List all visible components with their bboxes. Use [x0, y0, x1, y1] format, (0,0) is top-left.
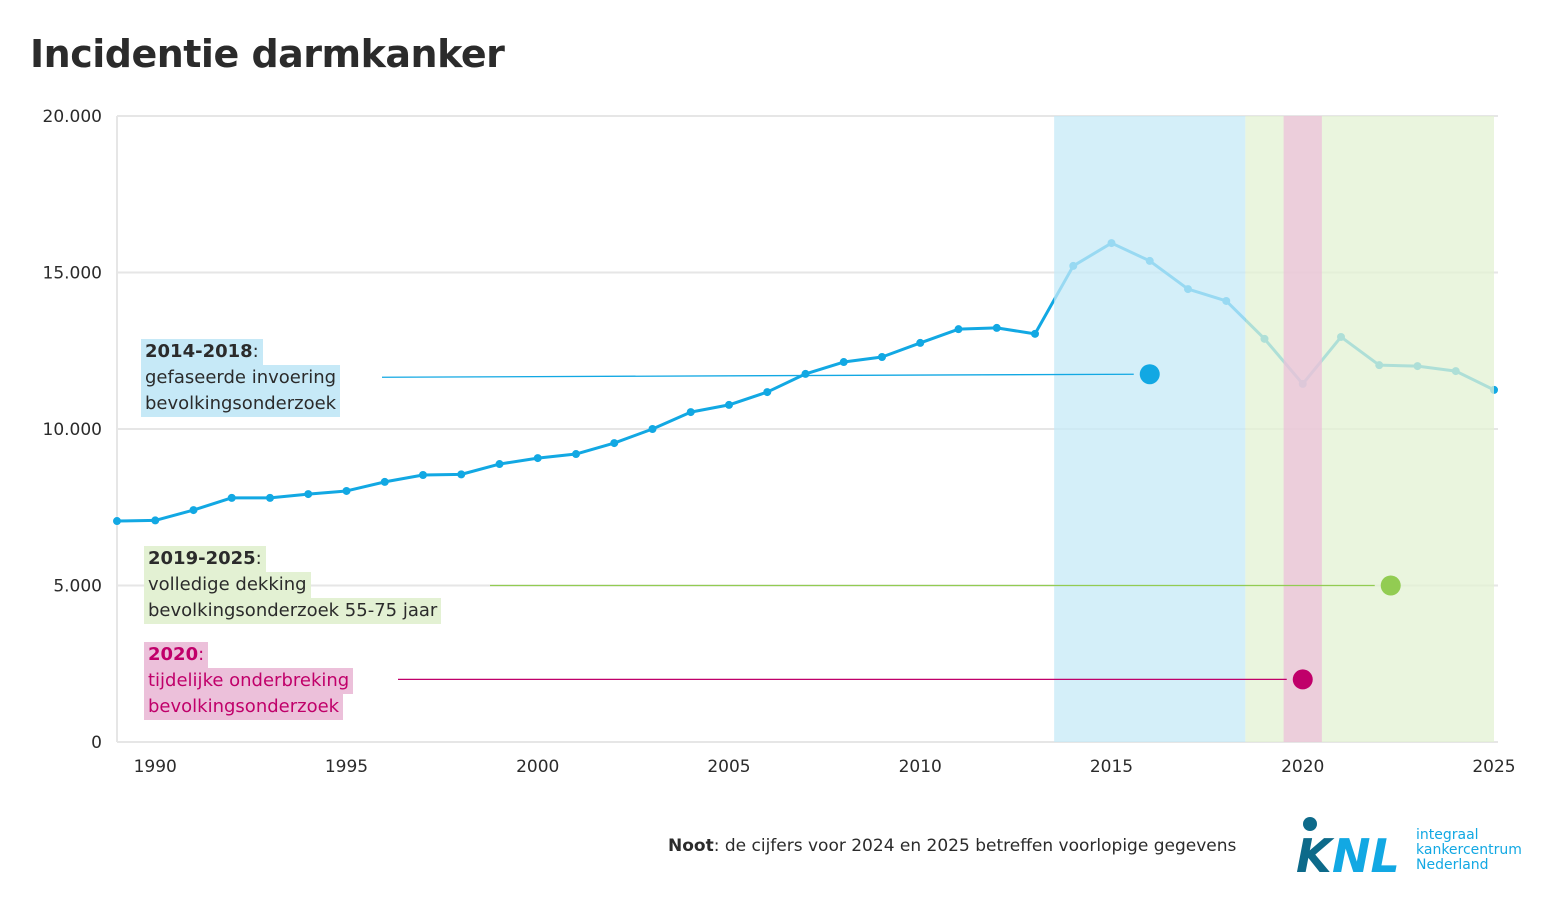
data-point: [151, 516, 160, 525]
annotation-text: bevolkingsonderzoek: [141, 391, 341, 417]
iknl-logo-mark-icon: K NL: [1296, 817, 1400, 883]
y-tick-label: 0: [91, 733, 102, 753]
annotation-period: 2014-2018: [145, 341, 253, 362]
annotation-marker: [1139, 364, 1160, 385]
highlight-band: [1245, 116, 1494, 742]
svg-text:NL: NL: [1332, 829, 1400, 880]
data-point: [1031, 329, 1039, 338]
x-tick-label: 2025: [1472, 757, 1515, 777]
data-point: [533, 454, 542, 463]
data-point: [801, 369, 810, 378]
data-point: [954, 325, 963, 334]
data-point: [342, 486, 351, 495]
annotation-period: 2019-2025: [148, 548, 256, 569]
annotation-text: bevolkingsonderzoek: [144, 694, 344, 720]
annotation-2014-2018: 2014-2018: gefaseerde invoering bevolkin…: [141, 339, 341, 417]
data-point: [266, 493, 274, 502]
annotation-marker: [1380, 575, 1401, 596]
annotation-period: 2020: [148, 644, 199, 665]
x-tick-label: 2015: [1090, 757, 1133, 777]
footnote-label: Noot: [668, 836, 714, 856]
data-point: [495, 460, 504, 469]
logo-line: kankercentrum: [1416, 842, 1522, 858]
data-point: [380, 477, 389, 486]
x-tick-label: 1995: [325, 757, 368, 777]
logo-line: integraal: [1416, 827, 1479, 843]
annotation-text: tijdelijke onderbreking: [144, 668, 354, 694]
y-tick-label: 20.000: [43, 107, 102, 127]
footnote: Noot: de cijfers voor 2024 en 2025 betre…: [668, 836, 1236, 856]
data-point: [878, 353, 886, 362]
x-tick-label: 1990: [134, 757, 177, 777]
x-tick-label: 2005: [707, 757, 750, 777]
data-point: [113, 517, 121, 526]
data-point: [610, 439, 619, 448]
svg-text:K: K: [1296, 829, 1335, 880]
annotation-leader-line: [381, 373, 1134, 378]
y-tick-label: 5.000: [53, 577, 102, 597]
highlight-band: [1283, 116, 1322, 742]
data-point: [227, 493, 236, 502]
data-point: [304, 490, 313, 499]
logo-line: Nederland: [1416, 857, 1489, 873]
annotation-2020: 2020: tijdelijke onderbreking bevolkings…: [144, 642, 354, 720]
annotation-text: gefaseerde invoering: [141, 365, 341, 391]
iknl-logo: K NL integraal kankercentrum Nederland: [1296, 814, 1526, 883]
annotation-2019-2025: 2019-2025: volledige dekking bevolkingso…: [144, 546, 442, 624]
x-tick-label: 2020: [1281, 757, 1324, 777]
y-tick-label: 10.000: [43, 420, 102, 440]
data-point: [648, 425, 657, 433]
y-tick-label: 15.000: [43, 264, 102, 284]
data-point: [763, 388, 772, 397]
data-point: [686, 408, 695, 417]
data-point: [572, 450, 580, 459]
chart-title: Incidentie darmkanker: [30, 32, 505, 76]
data-point: [916, 338, 925, 347]
data-point: [419, 471, 427, 480]
footnote-text: : de cijfers voor 2024 en 2025 betreffen…: [713, 836, 1237, 856]
x-tick-label: 2010: [899, 757, 942, 777]
data-point: [992, 323, 1001, 332]
annotation-marker: [1292, 669, 1313, 690]
annotation-text: bevolkingsonderzoek 55-75 jaar: [144, 598, 442, 624]
data-point: [189, 506, 198, 515]
data-point: [839, 358, 848, 367]
data-point: [457, 470, 466, 479]
data-point: [725, 400, 733, 409]
x-tick-label: 2000: [516, 757, 559, 777]
annotation-text: volledige dekking: [144, 572, 311, 598]
highlight-band: [1054, 116, 1246, 742]
